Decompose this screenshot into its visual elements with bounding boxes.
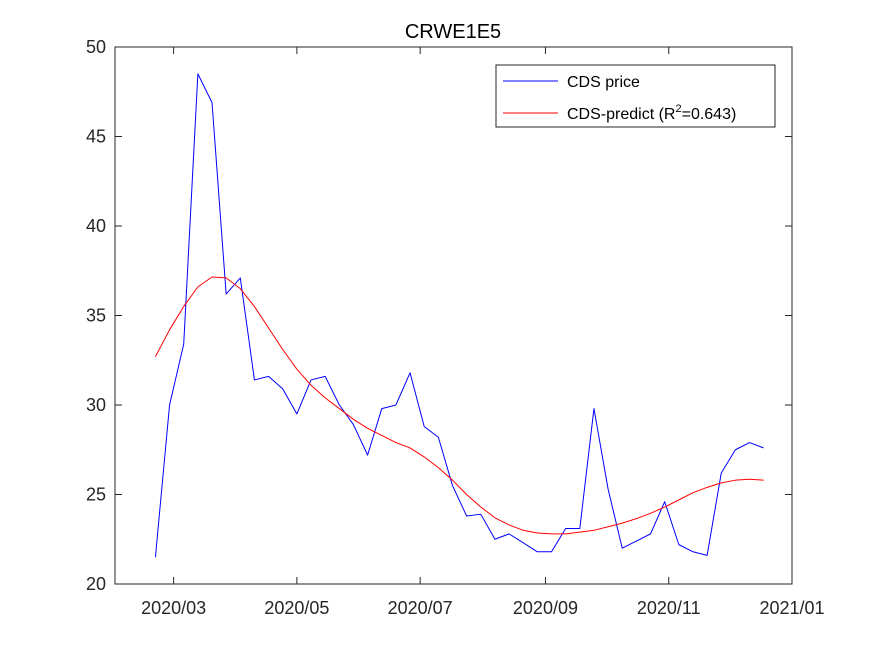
legend-label-cds-predict: CDS-predict (R2=0.643)	[567, 103, 736, 123]
legend-label-cds-predict-main: CDS-predict (R	[567, 106, 675, 123]
y-tick-label: 40	[86, 216, 106, 236]
y-tick-label: 45	[86, 127, 106, 147]
x-tick-label: 2020/09	[513, 598, 578, 618]
x-tick-label: 2021/01	[759, 598, 824, 618]
series-line-cds-price	[154, 73, 764, 558]
x-tick-label: 2020/11	[637, 598, 701, 618]
legend-label-cds-predict-tail: =0.643)	[682, 106, 737, 123]
chart-title: CRWE1E5	[405, 21, 501, 43]
y-tick-label: 30	[86, 395, 106, 415]
x-tick-label: 2020/03	[141, 598, 206, 618]
series-layer	[154, 73, 764, 558]
y-tick-label: 35	[86, 306, 106, 326]
x-tick-label: 2020/07	[388, 598, 453, 618]
y-tick-label: 25	[86, 485, 106, 505]
legend-box	[495, 64, 776, 128]
x-tick-label: 2020/05	[264, 598, 329, 618]
legend-label-cds-predict-sup: 2	[675, 103, 681, 115]
series-line-cds-predict	[154, 276, 764, 535]
plot-area	[115, 47, 792, 584]
y-tick-label: 20	[86, 574, 106, 594]
y-tick-label: 50	[86, 37, 106, 57]
ticks-layer: 20 25 30 35 40 45 50 2020/03 2020/05 2020/07 2020/…	[86, 37, 825, 618]
legend: CDS price CDS-predict (R2=0.643)	[495, 64, 776, 128]
legend-label-cds-price: CDS price	[567, 74, 640, 91]
